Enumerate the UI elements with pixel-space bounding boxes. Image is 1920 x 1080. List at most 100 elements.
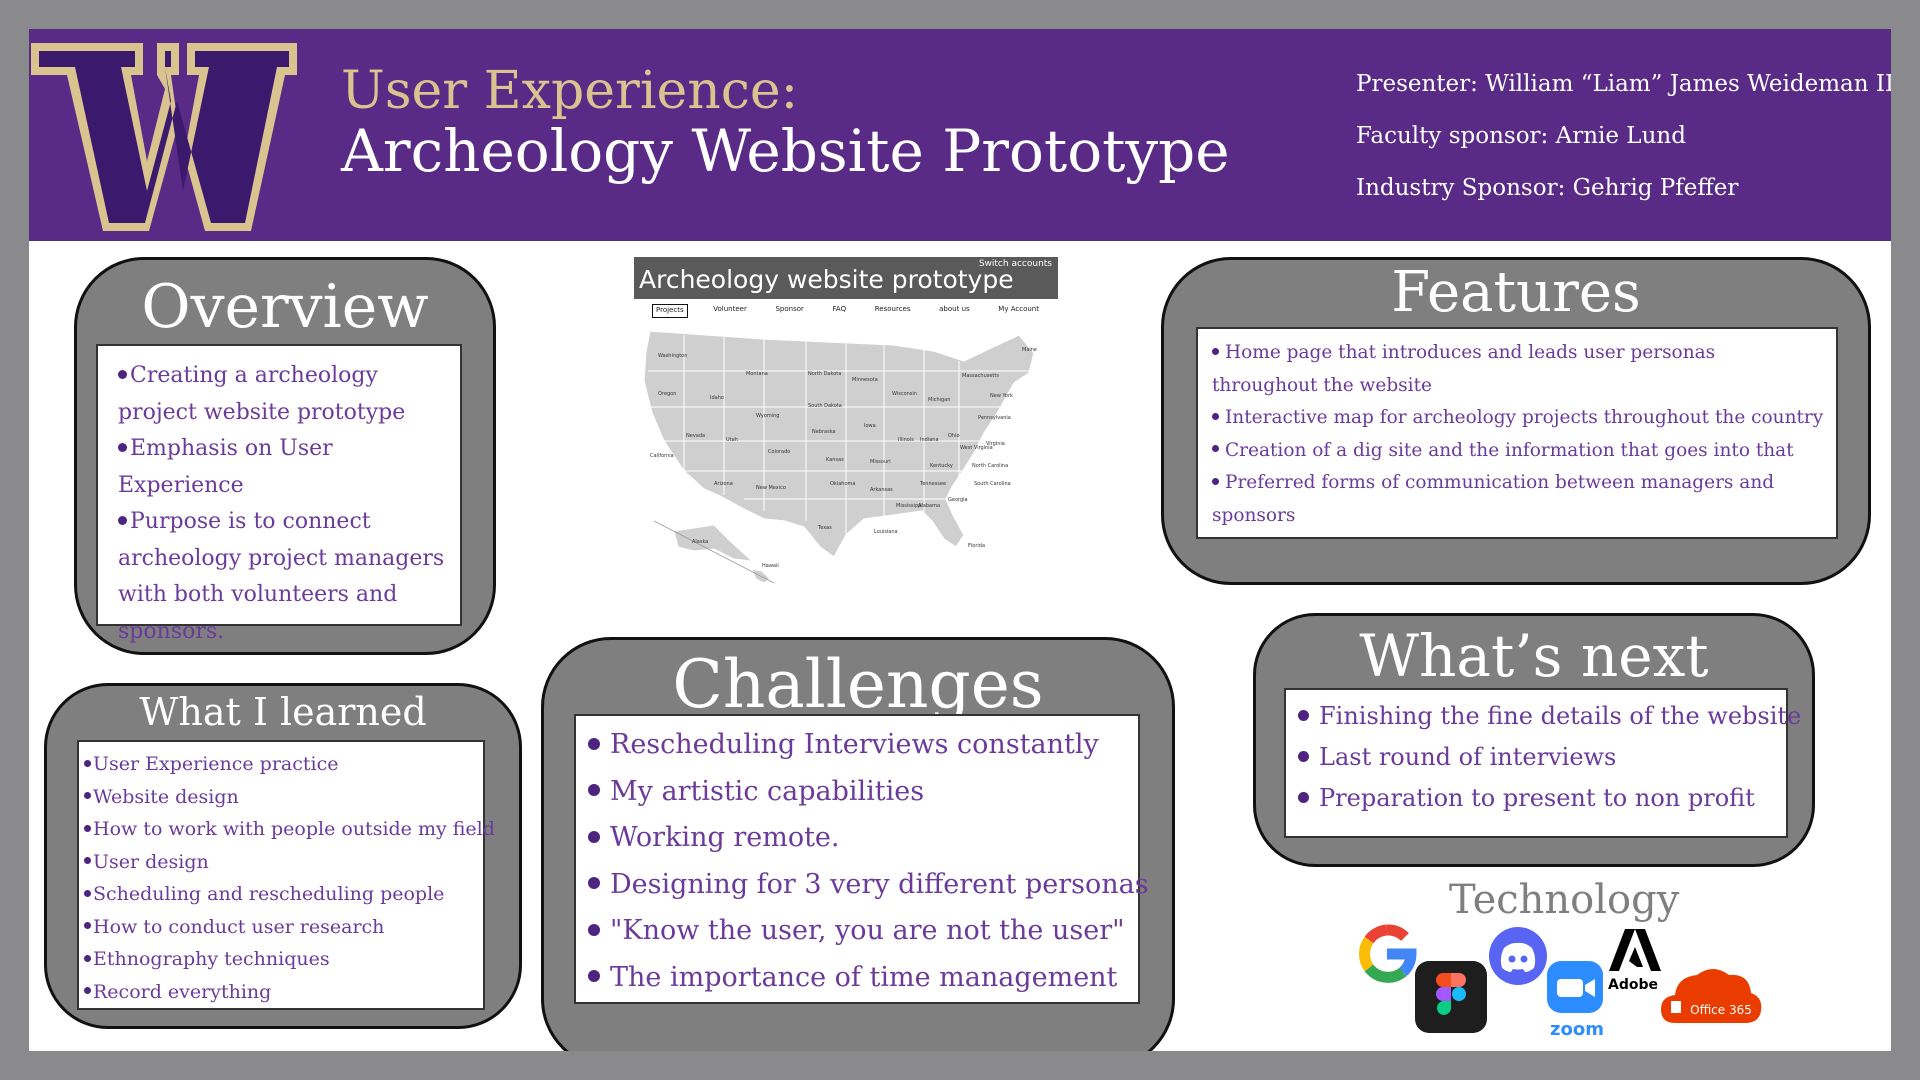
map-label-ohio: Ohio bbox=[948, 433, 960, 439]
map-label-indiana: Indiana bbox=[920, 437, 939, 443]
map-label-oregon: Oregon bbox=[658, 391, 676, 397]
presenter-credit: Presenter: William “Liam” James Weideman… bbox=[1356, 71, 1891, 97]
bullet-icon bbox=[588, 923, 600, 936]
whats-next-item: Finishing the fine details of the websit… bbox=[1298, 696, 1801, 737]
us-map-image: Washington Oregon California Nevada Idah… bbox=[643, 330, 1037, 584]
map-label-colorado: Colorado bbox=[768, 449, 790, 455]
bullet-icon bbox=[1298, 751, 1309, 762]
learned-title: What I learned bbox=[139, 690, 427, 734]
adobe-icon: Adobe bbox=[1608, 929, 1661, 993]
bullet-icon bbox=[84, 759, 91, 767]
map-label-nevada: Nevada bbox=[686, 433, 705, 439]
map-label-hawaii: Hawaii bbox=[762, 563, 779, 569]
discord-icon bbox=[1489, 927, 1547, 985]
map-label-iowa: Iowa bbox=[864, 423, 876, 429]
whats-next-item: Last round of interviews bbox=[1298, 737, 1776, 778]
figma-icon bbox=[1415, 961, 1487, 1033]
map-label-west-virginia: West Virginia bbox=[960, 445, 993, 451]
office365-label: Office 365 bbox=[1690, 1003, 1752, 1017]
google-icon bbox=[1359, 924, 1417, 983]
challenges-item: "Know the user, you are not the user" bbox=[588, 908, 1128, 955]
map-label-north-dakota: North Dakota bbox=[808, 371, 841, 377]
bullet-icon bbox=[1298, 792, 1309, 803]
overview-box: Creating a archeology project website pr… bbox=[96, 344, 462, 644]
header-banner: User Experience: Archeology Website Prot… bbox=[29, 29, 1891, 241]
bullet-icon bbox=[84, 922, 91, 929]
map-label-south-carolina: South Carolina bbox=[974, 481, 1011, 487]
challenges-item: Working remote. bbox=[588, 815, 1128, 862]
learned-item: Ethnography techniques bbox=[84, 943, 479, 976]
nav-my-account: My Account bbox=[998, 305, 1039, 313]
bullet-icon bbox=[118, 515, 127, 525]
uw-w-logo bbox=[31, 43, 297, 231]
challenges-item: My artistic capabilities bbox=[588, 769, 1128, 816]
zoom-icon: zoom bbox=[1547, 961, 1604, 1040]
bullet-icon bbox=[84, 857, 91, 864]
map-label-pennsylvania: Pennsylvania bbox=[978, 415, 1011, 421]
map-label-alabama: Alabama bbox=[918, 503, 940, 509]
challenges-panel: Challenges Rescheduling Interviews const… bbox=[541, 637, 1175, 1051]
title-line-2: Archeology Website Prototype bbox=[341, 117, 1230, 185]
map-label-kentucky: Kentucky bbox=[930, 463, 953, 469]
learned-item: User design bbox=[84, 846, 479, 879]
map-label-wisconsin: Wisconsin bbox=[892, 391, 917, 397]
map-label-illinois: Illinois bbox=[898, 437, 914, 443]
challenges-title: Challenges bbox=[672, 646, 1044, 723]
map-label-florida: Florida bbox=[968, 543, 985, 549]
nav-projects: Projects bbox=[652, 304, 688, 318]
office365-icon: Office 365 bbox=[1661, 969, 1762, 1023]
learned-item: Record everything bbox=[84, 976, 479, 1009]
map-label-virginia: Virginia bbox=[986, 441, 1005, 447]
bullet-icon bbox=[1212, 445, 1219, 452]
learned-item: How to conduct user research bbox=[84, 911, 479, 944]
features-box: Home page that introduces and leads user… bbox=[1196, 327, 1838, 539]
features-item: Home page that introduces and leads user… bbox=[1212, 342, 1716, 396]
nav-sponsor: Sponsor bbox=[775, 305, 804, 313]
bullet-icon bbox=[1212, 347, 1219, 355]
map-label-tennessee: Tennessee bbox=[919, 481, 946, 487]
bullet-icon bbox=[588, 784, 600, 796]
prototype-nav: Projects Volunteer Sponsor FAQ Resources… bbox=[652, 304, 1042, 318]
map-label-utah: Utah bbox=[726, 437, 738, 443]
challenges-item: Rescheduling Interviews constantly bbox=[588, 722, 1128, 769]
learned-panel: What I learned User Experience practice … bbox=[44, 683, 522, 1029]
learned-item: Scheduling and rescheduling people bbox=[84, 878, 479, 911]
map-label-massachusetts: Massachusetts bbox=[962, 373, 999, 379]
adobe-label: Adobe bbox=[1608, 977, 1658, 993]
map-label-minnesota: Minnesota bbox=[852, 377, 878, 383]
bullet-icon bbox=[84, 987, 91, 994]
map-label-new-york: New York bbox=[990, 393, 1013, 399]
map-label-washington: Washington bbox=[658, 353, 687, 359]
whats-next-box: Finishing the fine details of the websit… bbox=[1284, 688, 1801, 838]
map-label-mississippi: Mississippi bbox=[896, 503, 923, 509]
bullet-icon bbox=[1298, 710, 1309, 721]
nav-about-us: about us bbox=[939, 305, 970, 313]
features-item: Preferred forms of communication between… bbox=[1212, 472, 1775, 526]
learned-item: Website design bbox=[84, 781, 479, 814]
website-prototype-image: Switch accounts Archeology website proto… bbox=[634, 257, 1061, 595]
map-label-georgia: Georgia bbox=[948, 497, 968, 503]
map-label-michigan: Michigan bbox=[928, 397, 950, 403]
bullet-icon bbox=[84, 954, 91, 962]
features-item: Interactive map for archeology projects … bbox=[1212, 402, 1826, 435]
bullet-icon bbox=[588, 737, 600, 750]
overview-item: Emphasis on User Experience bbox=[118, 436, 333, 498]
map-label-north-carolina: North Carolina bbox=[972, 463, 1008, 469]
learned-item: How to work with people outside my field bbox=[84, 813, 495, 846]
prototype-title-bar: Switch accounts Archeology website proto… bbox=[634, 257, 1058, 299]
map-label-wyoming: Wyoming bbox=[756, 413, 779, 419]
map-label-arkansas: Arkansas bbox=[870, 487, 893, 493]
map-label-new-mexico: New Mexico bbox=[756, 485, 786, 491]
bullet-icon bbox=[84, 889, 91, 897]
map-label-idaho: Idaho bbox=[710, 395, 724, 401]
bullet-icon bbox=[588, 877, 600, 889]
map-label-montana: Montana bbox=[746, 371, 768, 377]
map-label-maine: Maine bbox=[1022, 347, 1037, 353]
learned-box: User Experience practice Website design … bbox=[77, 740, 495, 1010]
bullet-icon bbox=[1212, 412, 1219, 420]
nav-volunteer: Volunteer bbox=[713, 305, 747, 313]
map-label-alaska: Alaska bbox=[692, 539, 708, 545]
bullet-icon bbox=[118, 369, 127, 379]
overview-item: Purpose is to connect archeology project… bbox=[118, 509, 445, 644]
map-label-california: California bbox=[650, 453, 674, 459]
